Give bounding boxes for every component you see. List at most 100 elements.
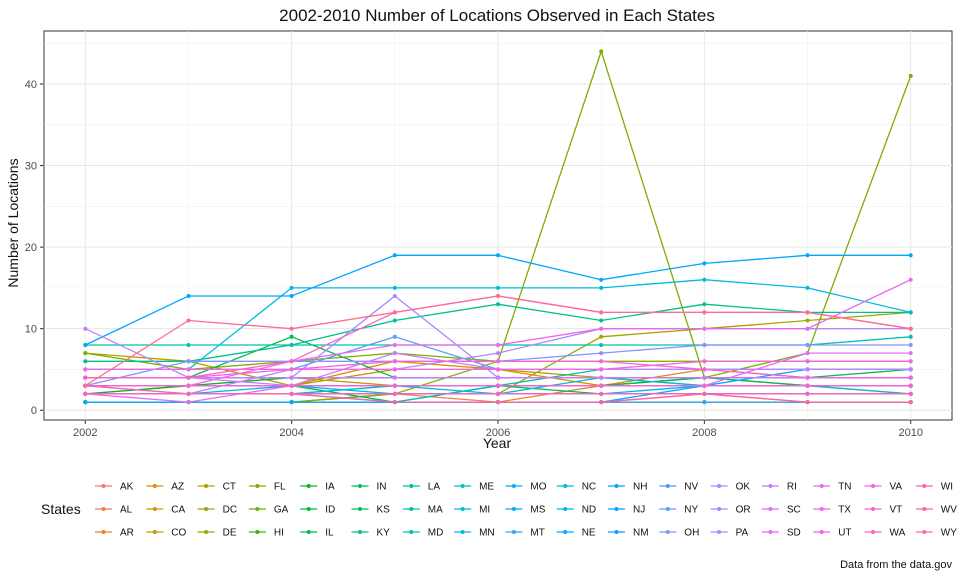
legend-key-point: [101, 507, 106, 511]
legend-label: AK: [120, 482, 134, 493]
legend-item-nm: NM: [608, 528, 649, 539]
series-vt: [83, 383, 913, 388]
data-point: [392, 391, 397, 396]
data-point: [83, 351, 88, 356]
data-point: [289, 375, 294, 380]
legend-label: TX: [838, 505, 851, 516]
data-point: [289, 400, 294, 405]
x-tick-label: 2006: [486, 427, 510, 439]
legend-item-sd: SD: [761, 528, 801, 539]
data-point: [702, 367, 707, 372]
legend-item-wi: WI: [915, 482, 953, 493]
legend-key-point: [614, 507, 619, 511]
legend-item-ms: MS: [505, 505, 546, 516]
legend-key-point: [409, 507, 414, 511]
data-point: [392, 285, 397, 290]
legend-key-point: [871, 484, 875, 488]
data-point: [702, 359, 707, 364]
legend-label: VA: [890, 482, 903, 493]
legend-label: WV: [941, 505, 957, 516]
legend-item-in: IN: [351, 482, 387, 493]
data-point: [599, 334, 604, 339]
data-point: [805, 318, 810, 323]
axes-layer: 2002 2004 2006 2008 2010 0 10 20 30 40: [25, 79, 923, 439]
y-tick-label: 0: [31, 405, 37, 417]
data-point: [496, 359, 500, 364]
data-point: [908, 359, 913, 364]
legend-label: ND: [582, 505, 596, 516]
legend-key-point: [409, 484, 414, 488]
legend-key-point: [511, 484, 516, 488]
legend-item-il: IL: [300, 528, 334, 539]
y-tick-label: 40: [25, 79, 37, 91]
data-point: [908, 326, 913, 331]
legend-key-point: [358, 507, 362, 511]
legend-label: MI: [479, 505, 490, 516]
series-nj: [83, 253, 913, 347]
legend-label: NY: [684, 505, 698, 516]
data-point: [186, 375, 191, 380]
x-tick-label: 2008: [692, 427, 716, 439]
legend-label: MD: [428, 528, 444, 539]
data-point: [496, 302, 500, 307]
y-tick-label: 20: [25, 242, 37, 254]
legend-label: VT: [890, 505, 903, 516]
x-tick-label: 2010: [898, 427, 922, 439]
data-point: [702, 326, 707, 331]
legend-key-point: [768, 530, 773, 534]
data-point: [392, 310, 397, 315]
data-point: [702, 400, 707, 405]
legend-label: NV: [684, 482, 698, 493]
data-point: [83, 343, 88, 347]
data-point: [702, 391, 707, 396]
data-point: [805, 367, 810, 372]
legend-item-co: CO: [146, 528, 187, 539]
data-point: [289, 367, 294, 372]
legend-item-mi: MI: [454, 505, 490, 516]
legend-label: SC: [787, 505, 801, 516]
data-point: [908, 391, 913, 396]
legend-item-md: MD: [402, 528, 444, 539]
data-point: [702, 302, 707, 307]
legend-key-point: [819, 530, 824, 534]
legend-key-point: [922, 507, 927, 511]
data-point: [805, 359, 810, 364]
legend-item-az: AZ: [146, 482, 184, 493]
data-point: [496, 375, 500, 380]
data-point: [83, 375, 88, 380]
legend-key-point: [563, 484, 568, 488]
legend-label: IN: [377, 482, 387, 493]
legend-label: MA: [428, 505, 443, 516]
data-point: [392, 375, 397, 380]
legend-label: RI: [787, 482, 797, 493]
legend-item-la: LA: [402, 482, 440, 493]
data-point: [392, 383, 397, 388]
legend-item-nv: NV: [659, 482, 699, 493]
legend-item-nc: NC: [556, 482, 596, 493]
data-point: [702, 375, 707, 380]
data-point: [702, 383, 707, 388]
data-point: [599, 326, 604, 331]
data-point: [83, 383, 88, 388]
legend-item-ri: RI: [761, 482, 797, 493]
legend-key-point: [665, 530, 670, 534]
legend-item-ia: IA: [300, 482, 335, 493]
legend-item-ak: AK: [95, 482, 134, 493]
legend-key-point: [614, 530, 619, 534]
legend-key-point: [768, 507, 773, 511]
legend-label: NH: [633, 482, 647, 493]
data-point: [702, 343, 707, 347]
legend-item-ga: GA: [248, 505, 289, 516]
legend-item-va: VA: [864, 482, 903, 493]
legend-item-ks: KS: [351, 505, 390, 516]
data-point: [289, 334, 294, 339]
legend-item-mn: MN: [454, 528, 495, 539]
legend-key-point: [563, 507, 568, 511]
data-point: [599, 285, 604, 290]
legend-label: CO: [171, 528, 186, 539]
data-point: [83, 400, 88, 405]
data-point: [289, 391, 294, 396]
data-point: [599, 400, 604, 405]
legend-label: WI: [941, 482, 953, 493]
legend-key-point: [665, 484, 670, 488]
